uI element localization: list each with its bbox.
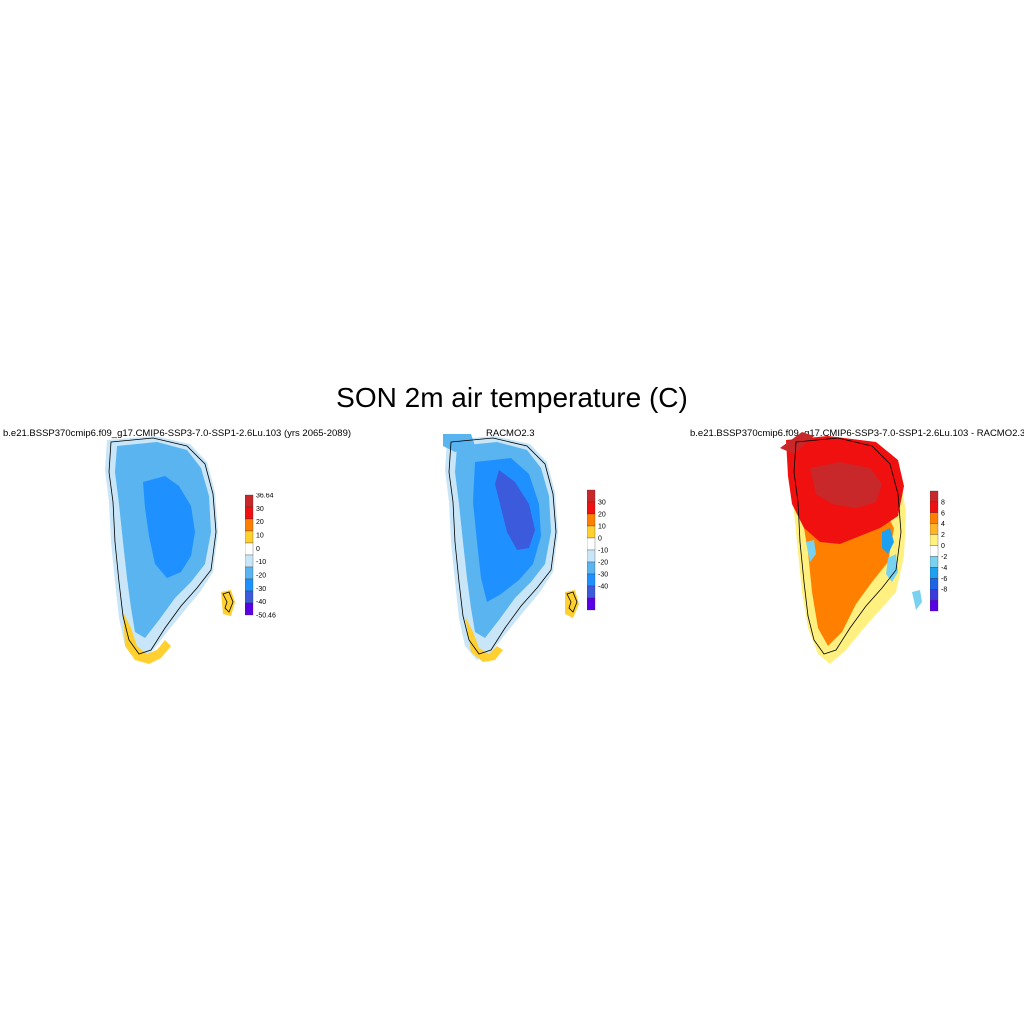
colorbar-tick-label: -40 <box>598 584 608 591</box>
ice-interior-zone <box>495 470 535 550</box>
colorbar-cell <box>587 525 596 539</box>
colorbar-cell <box>587 573 596 587</box>
northwest-darkred-strip <box>780 432 814 454</box>
colorbar-cell <box>587 489 596 503</box>
colorbar-tick-label: -10 <box>256 559 266 566</box>
colorbar-tick-label: 0 <box>256 546 260 553</box>
colorbar-cell <box>245 542 254 556</box>
coastline <box>793 437 902 655</box>
colorbar-tick-label: 20 <box>598 512 606 519</box>
panel-3-colorbar: 8 6 4 2 0 -2 -4 -6 -8 <box>930 490 947 612</box>
colorbar-cell <box>245 518 254 532</box>
colorbar-cell <box>245 530 254 544</box>
colorbar-cell <box>930 534 939 546</box>
colorbar-cell <box>930 578 939 590</box>
figure-title: SON 2m air temperature (C) <box>336 382 688 413</box>
colorbar-cell <box>587 561 596 575</box>
east-cool-patch <box>882 528 894 554</box>
panel-3-title: b.e21.BSSP370cmip6.f09_g17.CMIP6-SSP3-7.… <box>690 428 1024 439</box>
svalbard-coastline <box>566 591 578 613</box>
colorbar-tick-label: 30 <box>256 506 264 513</box>
colorbar-cell <box>245 554 254 568</box>
colorbar-tick-label: -4 <box>941 565 947 572</box>
colorbar-tick-label: -30 <box>256 586 266 593</box>
colorbar-cell <box>930 599 939 612</box>
coastline <box>448 437 557 655</box>
north-darkred-zone <box>810 462 882 508</box>
east-cool-patch-2 <box>886 554 898 582</box>
panel-2-colorbar: 30 20 10 0 -10 -20 -30 -40 <box>587 489 608 611</box>
colorbar-tick-label: 8 <box>941 499 945 506</box>
colorbar-cell <box>930 490 939 503</box>
colorbar-cell <box>587 597 596 611</box>
colorbar-tick-label: 6 <box>941 510 945 517</box>
panel-2-map <box>443 434 579 662</box>
colorbar-tick-label: 20 <box>256 519 264 526</box>
colorbar-cell <box>587 501 596 515</box>
colorbar-tick-label: -20 <box>256 573 266 580</box>
colorbar-tick-label: 30 <box>598 500 606 507</box>
coastline <box>108 437 217 655</box>
colorbar-tick-label: 4 <box>941 521 945 528</box>
colorbar-cell <box>245 566 254 580</box>
colorbar-tick-label: 10 <box>598 524 606 531</box>
colorbar-tick-label: -40 <box>256 599 266 606</box>
colorbar-cell <box>245 494 254 508</box>
colorbar-tick-label: 0 <box>941 543 945 550</box>
colorbar-cell <box>245 578 254 592</box>
colorbar-tick-label: -20 <box>598 560 608 567</box>
colorbar-tick-label: 2 <box>941 532 945 539</box>
coastal-warm-zone <box>123 612 171 664</box>
panel-2-title: RACMO2.3 <box>486 428 535 439</box>
colorbar-cell <box>930 567 939 579</box>
svalbard-coastline <box>222 591 234 613</box>
ice-interior-zone <box>143 476 195 578</box>
colorbar-tick-label: 36.64 <box>256 493 274 500</box>
colorbar-tick-label: -6 <box>941 576 947 583</box>
colorbar-tick-label: -2 <box>941 554 947 561</box>
colorbar-tick-label: -8 <box>941 587 947 594</box>
colorbar-tick-label: -10 <box>598 548 608 555</box>
panel-1-map <box>105 436 235 664</box>
colorbar-cell <box>930 512 939 524</box>
colorbar-cell <box>930 556 939 568</box>
colorbar-cell <box>930 523 939 535</box>
colorbar-cell <box>587 537 596 551</box>
panel-1-colorbar: 36.64 30 20 10 0 -10 -20 -30 -40 -50.46 <box>245 493 276 619</box>
coastal-warm-zone <box>465 616 503 662</box>
panel-1-title: b.e21.BSSP370cmip6.f09_g17.CMIP6-SSP3-7.… <box>3 428 352 439</box>
colorbar-cell <box>930 589 939 601</box>
colorbar-cell <box>930 545 939 557</box>
colorbar-tick-label: 10 <box>256 533 264 540</box>
colorbar-cell <box>245 602 254 616</box>
colorbar-cell <box>930 501 939 513</box>
colorbar-cell <box>245 506 254 520</box>
panel-3-map <box>780 432 922 664</box>
colorbar-cell <box>245 590 254 604</box>
svalbard-patch <box>912 590 922 610</box>
colorbar-tick-label: -30 <box>598 572 608 579</box>
colorbar-tick-label: 0 <box>598 536 602 543</box>
west-cool-patch <box>806 540 816 562</box>
colorbar-cell <box>587 513 596 527</box>
colorbar-cell <box>587 549 596 563</box>
colorbar-cell <box>587 585 596 599</box>
colorbar-tick-label: -50.46 <box>256 613 276 619</box>
